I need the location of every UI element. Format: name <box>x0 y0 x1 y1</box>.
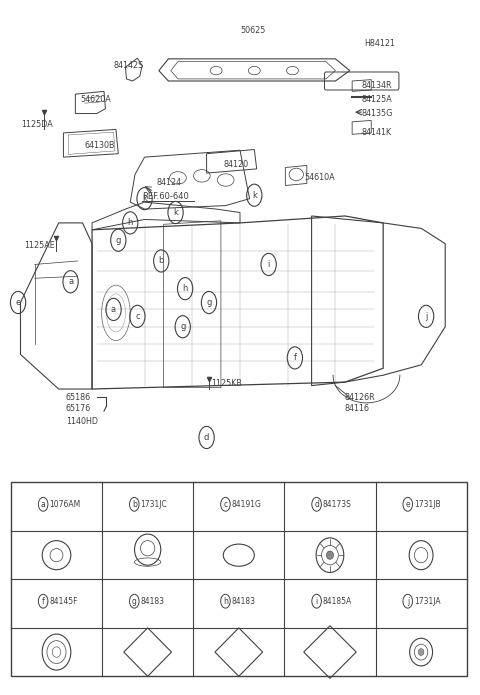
Text: e: e <box>15 298 21 307</box>
Text: g: g <box>116 236 121 245</box>
Text: j: j <box>425 312 427 321</box>
Text: g: g <box>132 597 137 606</box>
Text: 84124: 84124 <box>156 178 181 187</box>
Text: 84120: 84120 <box>223 161 249 170</box>
Text: j: j <box>407 597 409 606</box>
Text: 54620A: 54620A <box>80 95 111 104</box>
Text: g: g <box>206 298 212 307</box>
Text: 1731JB: 1731JB <box>414 500 441 509</box>
Text: 84142S: 84142S <box>114 60 144 70</box>
Text: a: a <box>68 277 73 286</box>
Text: h: h <box>223 597 228 606</box>
Text: h: h <box>128 218 133 227</box>
Text: 64130B: 64130B <box>85 141 115 150</box>
Text: h: h <box>182 284 188 293</box>
Text: g: g <box>180 322 185 332</box>
Ellipse shape <box>418 648 424 655</box>
Text: H84121: H84121 <box>364 39 395 48</box>
Text: 1076AM: 1076AM <box>49 500 81 509</box>
Text: b: b <box>158 256 164 265</box>
Text: e: e <box>406 500 410 509</box>
Text: 84185A: 84185A <box>323 597 352 606</box>
Text: 54610A: 54610A <box>304 174 335 182</box>
Text: 84135G: 84135G <box>362 109 393 118</box>
Text: i: i <box>267 260 270 269</box>
Text: 84126R: 84126R <box>345 393 376 402</box>
Text: 84145F: 84145F <box>49 597 78 606</box>
Text: 1125KB: 1125KB <box>211 379 242 388</box>
Text: 65176: 65176 <box>66 404 91 413</box>
Text: 1140HD: 1140HD <box>66 417 98 426</box>
Ellipse shape <box>326 551 334 559</box>
Text: REF.60-640: REF.60-640 <box>142 192 189 201</box>
Text: f: f <box>42 597 45 606</box>
Text: 84116: 84116 <box>345 404 370 413</box>
Text: b: b <box>132 500 137 509</box>
Text: d: d <box>204 433 209 442</box>
Text: c: c <box>135 312 140 321</box>
Text: i: i <box>315 597 318 606</box>
Text: a: a <box>41 500 46 509</box>
Text: 1731JC: 1731JC <box>141 500 167 509</box>
Text: k: k <box>252 190 257 199</box>
Text: 84173S: 84173S <box>323 500 352 509</box>
Text: 84141K: 84141K <box>362 129 392 138</box>
Text: c: c <box>223 500 228 509</box>
Text: 50625: 50625 <box>240 26 265 35</box>
Text: f: f <box>293 353 296 362</box>
Text: 1731JA: 1731JA <box>414 597 441 606</box>
Text: 84183: 84183 <box>232 597 256 606</box>
Text: k: k <box>142 194 147 203</box>
Text: 65186: 65186 <box>66 393 91 402</box>
Text: 84134R: 84134R <box>362 81 392 90</box>
Text: 84125A: 84125A <box>362 95 393 104</box>
Text: 1125AE: 1125AE <box>24 240 55 250</box>
Text: d: d <box>314 500 319 509</box>
Text: 84183: 84183 <box>141 597 165 606</box>
Text: a: a <box>111 305 116 314</box>
Text: 84191G: 84191G <box>232 500 262 509</box>
Text: k: k <box>173 208 178 217</box>
Text: 1125DA: 1125DA <box>22 120 53 129</box>
Bar <box>11 482 467 676</box>
